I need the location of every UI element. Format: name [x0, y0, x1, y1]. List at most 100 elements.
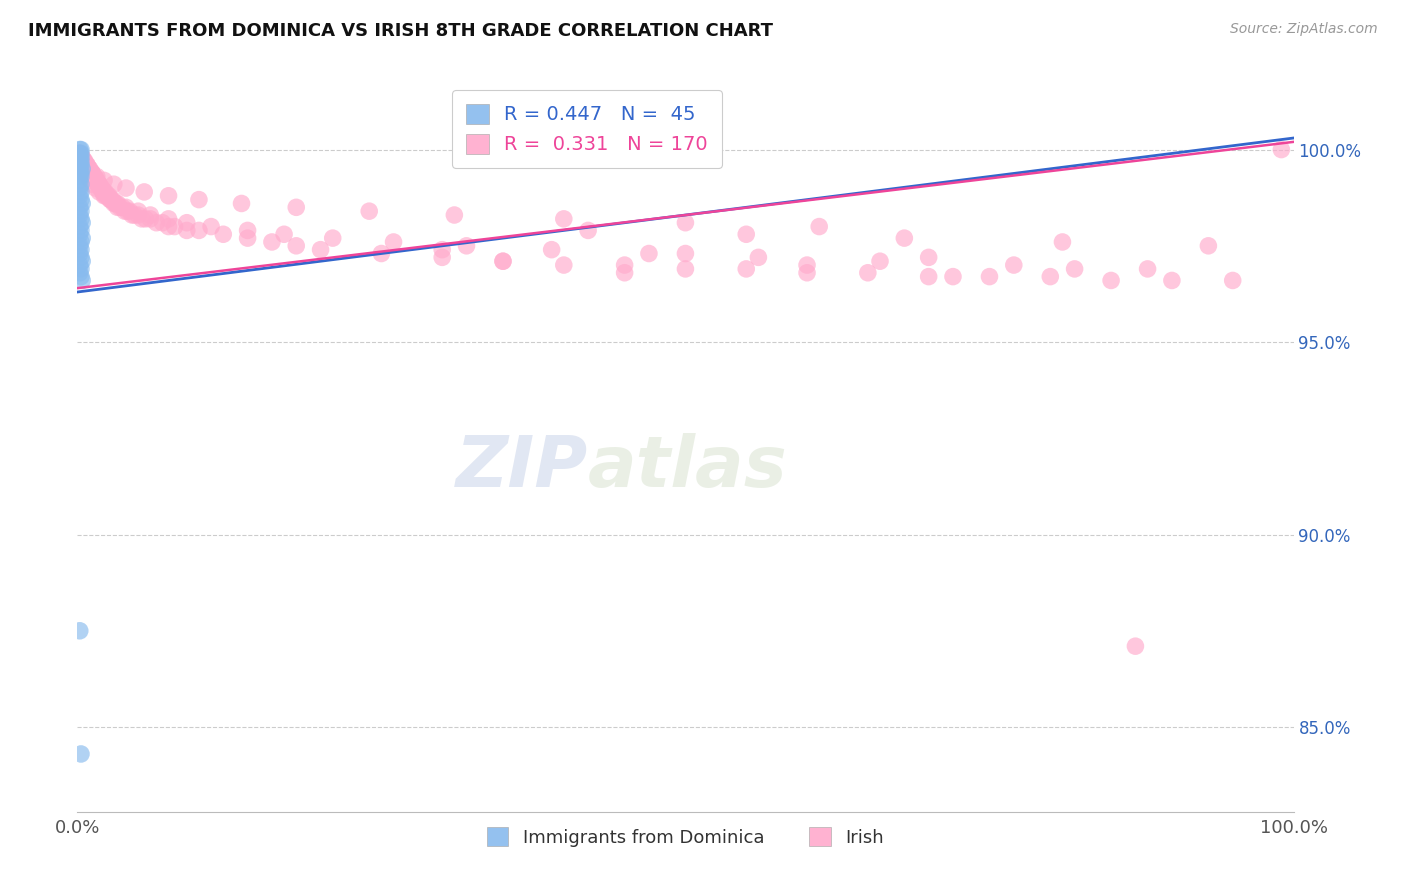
Point [79, 161, 101, 176]
Point [70, 223, 93, 237]
Point [322, 231, 344, 245]
Point [69, 158, 91, 172]
Point [89, 178, 111, 192]
Point [1002, 258, 1025, 272]
Point [121, 208, 143, 222]
Point [127, 208, 149, 222]
Point [69, 266, 91, 280]
Point [107, 200, 129, 214]
Point [540, 243, 562, 257]
Point [70, 178, 93, 192]
Point [492, 254, 515, 268]
Point [69, 200, 91, 214]
Point [75, 158, 97, 172]
Point [76, 161, 98, 176]
Point [430, 243, 453, 257]
Point [1161, 273, 1184, 287]
Point [69, 150, 91, 164]
Point [89, 178, 111, 192]
Point [70, 243, 93, 257]
Point [1063, 261, 1085, 276]
Point [613, 266, 636, 280]
Point [808, 219, 831, 234]
Point [796, 266, 818, 280]
Point [70, 235, 93, 249]
Point [70, 150, 93, 164]
Point [70, 154, 93, 169]
Point [1099, 273, 1122, 287]
Point [97, 188, 120, 202]
Point [69, 146, 91, 161]
Point [359, 204, 381, 219]
Point [918, 269, 941, 284]
Point [70, 216, 93, 230]
Point [70, 204, 93, 219]
Point [70, 254, 93, 268]
Point [101, 193, 124, 207]
Point [108, 200, 131, 214]
Point [80, 166, 103, 180]
Point [157, 211, 180, 226]
Text: ZIP: ZIP [456, 434, 588, 502]
Point [260, 235, 283, 249]
Point [96, 188, 118, 202]
Point [139, 208, 162, 222]
Point [90, 181, 112, 195]
Point [70, 747, 93, 761]
Point [73, 161, 96, 176]
Point [70, 251, 93, 265]
Point [127, 204, 149, 219]
Point [735, 261, 758, 276]
Point [98, 193, 121, 207]
Point [100, 193, 122, 207]
Point [83, 169, 105, 184]
Point [69, 188, 91, 202]
Point [231, 196, 253, 211]
Point [70, 158, 93, 172]
Point [79, 173, 101, 187]
Point [69, 154, 91, 169]
Point [76, 169, 98, 184]
Point [114, 204, 136, 219]
Point [84, 181, 107, 195]
Point [70, 169, 93, 184]
Point [942, 269, 965, 284]
Point [70, 154, 93, 169]
Point [87, 178, 110, 192]
Point [382, 235, 405, 249]
Point [80, 166, 103, 180]
Point [188, 223, 211, 237]
Point [370, 246, 392, 260]
Point [918, 251, 941, 265]
Point [675, 216, 697, 230]
Point [69, 246, 91, 260]
Point [553, 258, 575, 272]
Point [89, 181, 111, 195]
Point [93, 185, 115, 199]
Point [94, 188, 117, 202]
Point [107, 196, 129, 211]
Point [70, 269, 93, 284]
Point [84, 173, 107, 187]
Point [97, 188, 120, 202]
Point [70, 196, 93, 211]
Point [93, 185, 115, 199]
Point [1270, 143, 1292, 157]
Point [163, 219, 186, 234]
Point [69, 146, 91, 161]
Point [236, 223, 259, 237]
Point [91, 185, 114, 199]
Point [200, 219, 222, 234]
Point [69, 624, 91, 638]
Point [1136, 261, 1159, 276]
Point [69, 169, 91, 184]
Point [103, 196, 125, 211]
Point [69, 219, 91, 234]
Point [70, 261, 93, 276]
Point [77, 161, 100, 176]
Point [77, 161, 100, 176]
Point [115, 181, 138, 195]
Point [285, 239, 308, 253]
Point [70, 273, 93, 287]
Point [134, 211, 156, 226]
